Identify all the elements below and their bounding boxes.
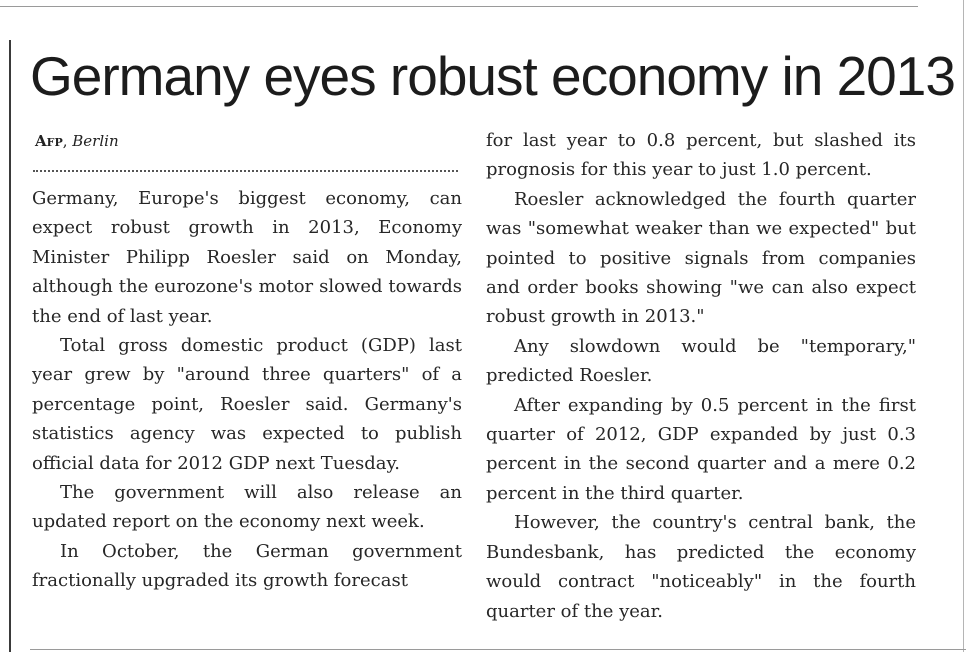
paragraph: However, the country's central bank, the… — [486, 512, 916, 622]
left-rule — [9, 40, 11, 652]
byline: Afp, Berlin — [35, 132, 119, 150]
paragraph: In October, the German government fracti… — [32, 540, 462, 592]
headline: Germany eyes robust economy in 2013 — [30, 45, 956, 107]
paragraph: Germany, Europe's biggest economy, can e… — [32, 188, 462, 327]
top-rule — [0, 6, 918, 7]
right-rule — [963, 0, 964, 652]
paragraph: Roesler acknowledged the fourth quarter … — [486, 188, 916, 328]
paragraph: Any slowdown would be "temporary," predi… — [486, 335, 916, 387]
byline-agency: Afp — [35, 132, 63, 150]
paragraph: for last year to 0.8 percent, but slashe… — [486, 130, 916, 181]
article-column-right: for last year to 0.8 percent, but slashe… — [486, 126, 916, 626]
bottom-rule — [30, 649, 966, 650]
paragraph: After expanding by 0.5 percent in the fi… — [486, 394, 916, 504]
article-column-left: Germany, Europe's biggest economy, can e… — [32, 184, 462, 596]
paragraph: The government will also release an upda… — [32, 482, 462, 533]
byline-location: Berlin — [72, 132, 119, 150]
paragraph: Total gross domestic product (GDP) last … — [32, 335, 462, 474]
dotted-separator — [33, 170, 458, 172]
